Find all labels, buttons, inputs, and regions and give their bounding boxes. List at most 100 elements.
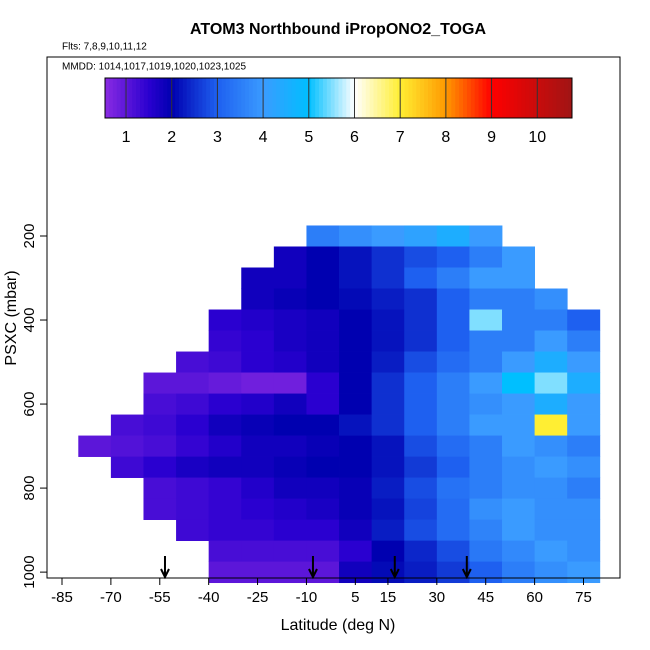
heatmap-cell xyxy=(339,225,373,247)
heatmap-cell xyxy=(534,414,568,436)
heatmap-cell xyxy=(306,309,340,331)
heatmap-cell xyxy=(339,330,373,352)
heatmap-cells xyxy=(78,225,601,584)
heatmap-cell xyxy=(110,414,144,436)
heatmap-cell xyxy=(502,246,536,268)
colorbar-cell xyxy=(428,78,433,118)
heatmap-cell xyxy=(208,477,242,499)
heatmap-cell xyxy=(502,477,536,499)
colorbar-cell xyxy=(474,78,480,118)
colorbar-cell xyxy=(159,78,164,118)
heatmap-cell xyxy=(306,519,340,542)
heatmap-cell xyxy=(306,372,340,394)
heatmap-cell xyxy=(404,456,438,478)
annotation: MMDD: 1014,1017,1019,1020,1023,1025 xyxy=(62,62,246,73)
heatmap-cell xyxy=(273,456,307,478)
colorbar-tick-label: 10 xyxy=(528,129,546,146)
heatmap-cell xyxy=(371,519,405,542)
heatmap-cell xyxy=(404,309,438,331)
colorbar-cell xyxy=(533,78,538,118)
heatmap-cell xyxy=(534,351,568,373)
colorbar-cell xyxy=(451,78,456,118)
colorbar-cell xyxy=(272,78,277,118)
chart-title: ATOM3 Northbound iPropONO2_TOGA xyxy=(190,21,486,38)
heatmap-cell xyxy=(371,456,405,478)
heatmap-cell xyxy=(208,456,242,478)
colorbar-cell xyxy=(268,78,273,118)
colorbar-cell xyxy=(190,78,196,118)
heatmap-cell xyxy=(436,393,470,415)
heatmap-cell xyxy=(371,246,405,268)
heatmap-cell xyxy=(371,477,405,499)
heatmap-cell xyxy=(143,477,177,499)
colorbar-cell xyxy=(108,78,114,118)
colorbar-cell xyxy=(439,78,445,118)
colorbar-cell xyxy=(202,78,207,118)
heatmap-cell xyxy=(241,330,275,352)
colorbar-cell xyxy=(284,78,289,118)
colorbar-cell xyxy=(369,78,375,118)
heatmap-cell xyxy=(534,393,568,415)
heatmap-cell xyxy=(404,393,438,415)
colorbar-cell xyxy=(392,78,398,118)
heatmap-cell xyxy=(208,309,242,331)
x-tick-label: -40 xyxy=(198,589,220,606)
heatmap-cell xyxy=(567,477,601,499)
colorbar-cell xyxy=(404,78,410,118)
heatmap-cell xyxy=(208,498,242,520)
colorbar-cell xyxy=(175,78,180,118)
colorbar-tick-label: 1 xyxy=(122,129,131,146)
heatmap-cell xyxy=(273,435,307,457)
colorbar-cell xyxy=(486,78,491,118)
colorbar-cell xyxy=(420,78,425,118)
colorbar-cell xyxy=(248,78,254,118)
colorbar-cell xyxy=(229,78,234,118)
x-tick-label: 60 xyxy=(526,589,543,606)
heatmap-cell xyxy=(241,351,275,373)
colorbar-cell xyxy=(385,78,390,118)
heatmap-cell xyxy=(273,393,307,415)
heatmap-cell xyxy=(371,267,405,289)
heatmap-cell xyxy=(306,477,340,499)
colorbar-cell xyxy=(357,78,363,118)
heatmap-cell xyxy=(404,477,438,499)
heatmap-cell xyxy=(273,246,307,268)
colorbar-cell xyxy=(210,78,215,118)
heatmap-cell xyxy=(339,435,373,457)
colorbar-cell xyxy=(147,78,153,118)
heatmap-cell xyxy=(371,372,405,394)
colorbar-cell xyxy=(112,78,118,118)
heatmap-cell xyxy=(469,477,503,499)
heatmap-cell xyxy=(273,351,307,373)
colorbar-cell xyxy=(167,78,172,118)
x-tick-label: 30 xyxy=(428,589,445,606)
colorbar-cell xyxy=(322,78,328,118)
colorbar-cell xyxy=(116,78,122,118)
heatmap-cell xyxy=(469,393,503,415)
heatmap-cell xyxy=(469,267,503,289)
x-axis-label: Latitude (deg N) xyxy=(281,617,396,634)
heatmap-cell xyxy=(241,288,275,310)
heatmap-cell xyxy=(436,435,470,457)
colorbar-tick-label: 5 xyxy=(304,129,313,146)
colorbar-cell xyxy=(416,78,421,118)
colorbar-cell xyxy=(501,78,507,118)
colorbar-cell xyxy=(478,78,483,118)
colorbar-cell xyxy=(280,78,285,118)
heatmap-cell xyxy=(502,351,536,373)
heatmap-cell xyxy=(371,498,405,520)
heatmap-cell xyxy=(143,435,177,457)
heatmap-cell xyxy=(208,435,242,457)
colorbar-cell xyxy=(237,78,242,118)
heatmap-cell xyxy=(176,456,210,478)
heatmap-cell xyxy=(502,519,536,542)
heatmap-cell xyxy=(502,498,536,520)
colorbar-cell xyxy=(319,78,324,118)
colorbar-cell xyxy=(213,78,219,118)
heatmap-cell xyxy=(208,414,242,436)
heatmap-cell xyxy=(404,330,438,352)
heatmap-cell xyxy=(404,540,438,563)
heatmap-cell xyxy=(469,519,503,542)
colorbar-cell xyxy=(389,78,394,118)
heatmap-cell xyxy=(534,330,568,352)
